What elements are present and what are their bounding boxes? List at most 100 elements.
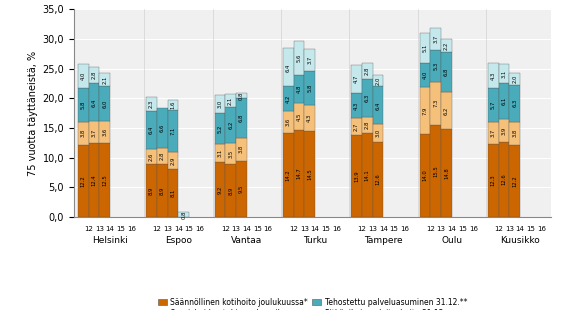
Text: Turku: Turku [303,236,327,245]
Text: 12.6: 12.6 [502,174,507,185]
Text: 12.5: 12.5 [102,174,107,186]
Bar [215,95,225,113]
Bar [420,134,431,217]
Bar [351,118,362,135]
Bar [146,164,157,217]
Text: 5.8: 5.8 [81,101,86,109]
Bar [509,144,520,217]
Bar [294,75,304,103]
Bar [373,124,383,142]
Text: 14.2: 14.2 [286,169,291,181]
Text: 15: 15 [321,226,330,232]
Text: 13: 13 [368,226,377,232]
Y-axis label: 75 vuotta täyttäneistä, %: 75 vuotta täyttäneistä, % [28,51,38,176]
Text: 13: 13 [232,226,240,232]
Bar [157,164,168,217]
Bar [362,63,373,79]
Text: Tampere: Tampere [364,236,403,245]
Text: Oulu: Oulu [441,236,462,245]
Text: 8.9: 8.9 [149,186,154,195]
Bar [215,162,225,217]
Text: 4.5: 4.5 [296,112,302,121]
Text: 13: 13 [505,226,514,232]
Bar [362,117,373,133]
Bar [304,105,315,131]
Text: 14: 14 [106,226,115,232]
Bar [283,86,294,111]
Text: 3.0: 3.0 [218,100,223,108]
Text: 16: 16 [264,226,273,232]
Bar [225,107,236,144]
Text: 7.9: 7.9 [423,106,428,115]
Text: 14: 14 [448,226,456,232]
Text: 12.3: 12.3 [491,175,496,186]
Text: 12: 12 [494,226,503,232]
Bar [99,86,110,122]
Bar [351,93,362,118]
Text: 6.8: 6.8 [444,68,449,76]
Bar [89,67,99,83]
Text: 12.4: 12.4 [91,174,97,186]
Text: 6.4: 6.4 [375,101,381,110]
Text: 16: 16 [127,226,136,232]
Bar [304,49,315,71]
Bar [89,144,99,217]
Text: 1.6: 1.6 [170,101,176,109]
Bar [304,131,315,217]
Text: 9.5: 9.5 [239,185,244,193]
Bar [431,50,441,82]
Bar [499,83,509,119]
Text: 8.9: 8.9 [228,186,233,195]
Text: 2.1: 2.1 [228,96,233,104]
Text: 5.6: 5.6 [296,54,302,62]
Bar [283,133,294,217]
Bar [168,169,178,217]
Bar [99,143,110,217]
Bar [420,63,431,87]
Text: 14: 14 [516,226,525,232]
Text: 5.1: 5.1 [423,44,428,52]
Text: 15: 15 [185,226,194,232]
Text: 12.2: 12.2 [81,175,86,187]
Text: 2.8: 2.8 [365,67,370,75]
Text: 15.5: 15.5 [433,165,438,177]
Text: 15: 15 [116,226,125,232]
Bar [441,39,452,52]
Bar [499,142,509,217]
Bar [236,98,247,138]
Legend: Säännöllinen kotihoito joulukuussa*, Omaishoidon tuki vuoden aikana, Tehostettu : Säännöllinen kotihoito joulukuussa*, Oma… [154,295,470,310]
Text: 14.7: 14.7 [296,167,302,179]
Text: 5.3: 5.3 [433,62,438,70]
Text: Kuusikko: Kuusikko [500,236,540,245]
Text: Helsinki: Helsinki [92,236,128,245]
Text: 3.6: 3.6 [286,118,291,126]
Text: 13.9: 13.9 [354,170,359,182]
Bar [89,122,99,144]
Bar [236,93,247,98]
Text: 8.9: 8.9 [160,186,165,195]
Text: 6.0: 6.0 [102,100,107,108]
Bar [362,79,373,117]
Text: 16: 16 [332,226,341,232]
Bar [488,88,499,122]
Bar [509,73,520,85]
Bar [78,144,89,217]
Text: 16: 16 [537,226,546,232]
Text: 2.3: 2.3 [149,100,154,108]
Bar [283,111,294,133]
Text: 2.0: 2.0 [375,76,381,85]
Bar [488,63,499,88]
Text: 3.7: 3.7 [91,128,97,137]
Bar [499,64,509,83]
Text: 4.0: 4.0 [423,71,428,79]
Text: 14.1: 14.1 [365,169,370,181]
Bar [441,92,452,129]
Text: 5.8: 5.8 [307,84,312,92]
Text: 3.7: 3.7 [491,129,496,137]
Bar [431,82,441,125]
Bar [488,122,499,144]
Text: 4.3: 4.3 [491,71,496,80]
Text: 2.9: 2.9 [170,156,176,165]
Bar [225,144,236,164]
Text: 2.8: 2.8 [91,71,97,79]
